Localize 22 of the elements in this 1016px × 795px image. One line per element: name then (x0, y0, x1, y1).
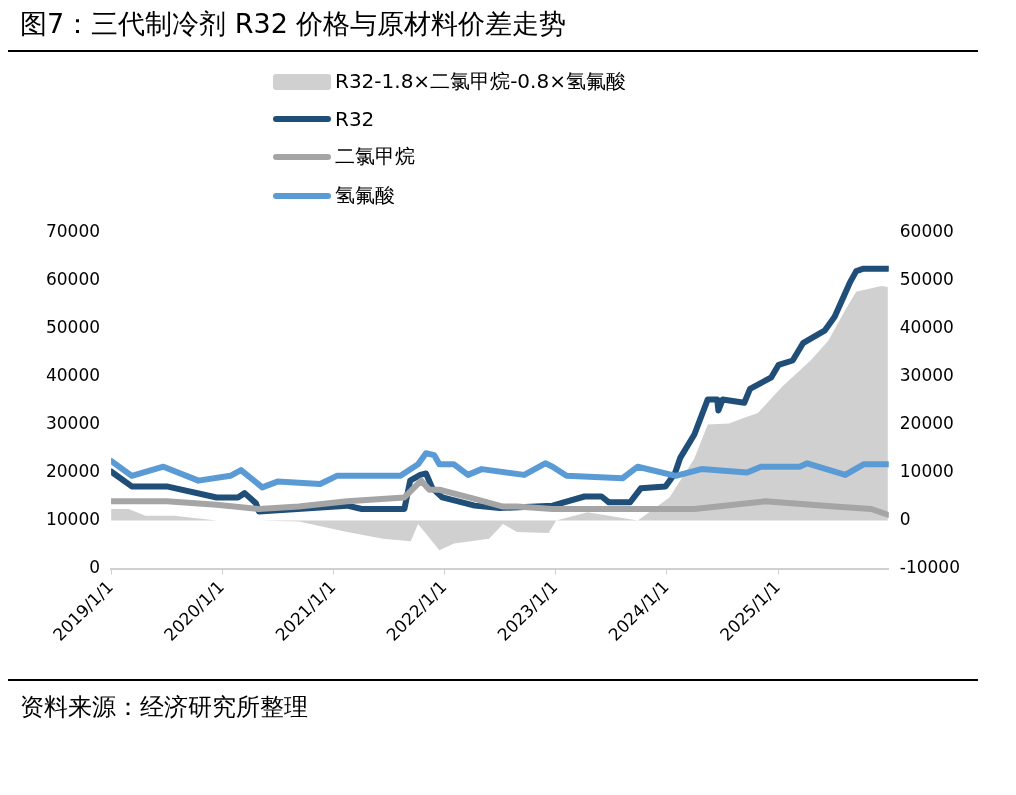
y2-tick-label: 50000 (899, 268, 954, 289)
y2-tick-label: 0 (899, 508, 911, 529)
y2-tick-label: -10000 (899, 557, 960, 578)
y2-tick-label: 60000 (899, 220, 954, 241)
legend-label: 氢氟酸 (335, 182, 395, 209)
y-tick-label: 60000 (45, 268, 101, 289)
y-tick-label: 40000 (45, 364, 101, 385)
y-tick-label: 20000 (45, 460, 101, 481)
legend-label: R32 (335, 107, 375, 131)
text: 资料来源：经济研究所整理 (20, 692, 309, 723)
y-tick-label: 50000 (45, 316, 101, 337)
legend-label: R32-1.8×二氯甲烷-0.8×氢氟酸 (335, 68, 626, 95)
y2-tick-label: 30000 (899, 364, 954, 385)
y2-tick-label: 10000 (899, 460, 954, 481)
y2-tick-label: 20000 (899, 412, 954, 433)
y-tick-label: 10000 (45, 508, 101, 529)
y-tick-label: 0 (89, 557, 101, 578)
y-tick-label: 70000 (45, 220, 101, 241)
legend-label: 二氯甲烷 (335, 143, 415, 170)
y2-tick-label: 40000 (899, 316, 954, 337)
chart-title: 图7：三代制冷剂 R32 价格与原材料价差走势 (8, 0, 978, 52)
y-tick-label: 30000 (45, 412, 101, 433)
